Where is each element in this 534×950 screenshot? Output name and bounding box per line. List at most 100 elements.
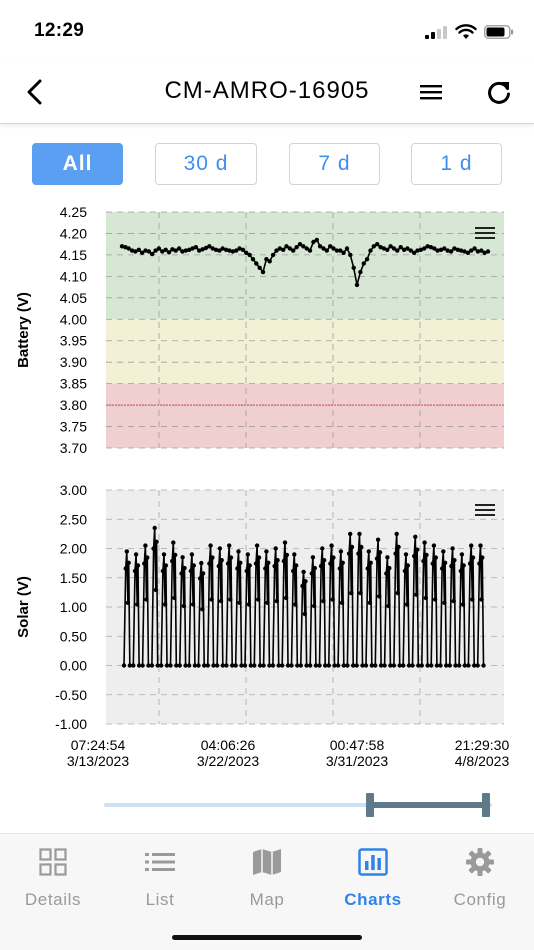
battery-point	[465, 250, 471, 255]
solar-point	[230, 663, 235, 668]
solar-point	[403, 552, 409, 557]
solar-point	[284, 552, 290, 558]
solar-point	[423, 595, 428, 601]
solar-point	[395, 590, 400, 596]
battery-point	[314, 237, 319, 243]
solar-point	[481, 663, 486, 668]
solar-point	[265, 600, 270, 605]
solar-point	[450, 546, 455, 551]
solar-point	[275, 558, 280, 563]
solar-point	[341, 663, 346, 668]
solar-chart-menu-icon	[475, 509, 495, 511]
x-tick-time-label: 00:47:58	[330, 737, 385, 753]
solar-point	[161, 552, 167, 557]
grid-icon	[37, 846, 69, 878]
refresh-button[interactable]	[482, 75, 516, 109]
battery-ytick-label: 4.00	[60, 311, 87, 327]
battery-point	[160, 249, 165, 254]
solar-ytick-label: 1.00	[60, 599, 87, 615]
charts-svg: 4.25 4.20 4.15 4.10 4.05 4.00 3.95 3.90 3.85 3.80…	[15, 204, 510, 769]
battery-point	[358, 269, 363, 275]
solar-point	[200, 571, 206, 576]
battery-point	[173, 248, 178, 253]
solar-point	[311, 603, 317, 609]
solar-point	[295, 663, 300, 668]
slider-handle-right[interactable]	[482, 793, 490, 817]
solar-point	[214, 663, 220, 668]
x-tick-date-label: 4/8/2023	[455, 753, 510, 769]
solar-point	[404, 602, 410, 607]
tab-config-label: Config	[453, 890, 507, 909]
solar-point	[469, 543, 474, 548]
battery-point	[163, 247, 168, 252]
battery-point	[227, 248, 232, 253]
solar-point	[377, 550, 383, 555]
solar-point	[143, 543, 148, 548]
battery-point	[415, 248, 420, 253]
battery-point	[126, 246, 131, 251]
solar-point	[220, 663, 225, 668]
solar-point	[280, 663, 285, 668]
range-button-1d[interactable]: 1 d	[411, 143, 502, 185]
solar-point	[285, 663, 291, 668]
solar-point	[171, 540, 176, 545]
solar-point	[301, 569, 306, 575]
solar-point	[267, 663, 272, 668]
solar-point	[224, 663, 229, 668]
x-tick-time-label: 21:29:30	[455, 737, 510, 753]
battery-point	[328, 244, 333, 249]
slider-selection	[370, 802, 488, 808]
range-button-7d[interactable]: 7 d	[289, 143, 380, 185]
battery-point	[230, 249, 235, 254]
battery-point	[257, 265, 262, 270]
tab-config[interactable]: Config	[427, 846, 533, 916]
solar-point	[382, 663, 387, 668]
battery-point	[223, 247, 229, 252]
battery-point	[334, 248, 340, 253]
battery-point	[277, 246, 282, 251]
time-range-slider[interactable]	[104, 790, 492, 820]
x-tick-time-label: 04:06:26	[201, 737, 256, 753]
battery-point	[432, 246, 437, 251]
battery-ytick-label: 3.70	[60, 440, 87, 456]
solar-point	[274, 598, 279, 604]
solar-point	[394, 531, 399, 537]
tab-details[interactable]: Details	[0, 846, 106, 916]
solar-point	[218, 598, 224, 604]
solar-point	[144, 597, 149, 602]
menu-button[interactable]	[414, 76, 448, 108]
tab-list[interactable]: List	[107, 846, 213, 916]
battery-point	[187, 247, 192, 252]
tab-map[interactable]: Map	[214, 846, 320, 916]
slider-graphic	[104, 793, 492, 817]
x-tick-date-label: 3/31/2023	[326, 753, 388, 769]
tab-charts[interactable]: Charts	[320, 846, 426, 916]
solar-point	[397, 663, 402, 668]
solar-point	[477, 561, 482, 566]
battery-band-0	[106, 212, 504, 320]
slider-handle-left[interactable]	[366, 793, 374, 817]
battery-point	[378, 245, 383, 250]
refresh-icon	[488, 81, 510, 104]
solar-point	[291, 568, 296, 574]
range-button-all[interactable]: All	[32, 143, 123, 185]
solar-point	[304, 663, 309, 668]
solar-point	[225, 561, 231, 566]
solar-point	[451, 598, 456, 604]
solar-point	[210, 555, 215, 560]
solar-point	[183, 663, 188, 668]
solar-point	[431, 543, 437, 548]
battery-point	[217, 248, 222, 253]
back-button[interactable]	[18, 76, 50, 108]
battery-point	[119, 244, 125, 249]
solar-point	[202, 663, 207, 668]
battery-point	[331, 246, 336, 251]
battery-point	[281, 247, 286, 252]
solar-point	[425, 663, 430, 668]
solar-point	[373, 663, 378, 668]
solar-point	[182, 565, 187, 571]
range-button-30d[interactable]: 30 d	[155, 143, 257, 185]
solar-point	[337, 566, 342, 571]
solar-point	[374, 556, 380, 561]
solar-point	[365, 566, 370, 571]
